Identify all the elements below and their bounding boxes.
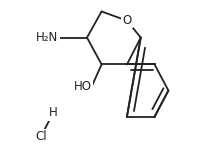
Text: O: O — [122, 14, 132, 27]
Text: HO: HO — [74, 80, 92, 93]
Text: H: H — [49, 106, 58, 119]
Text: Cl: Cl — [35, 130, 47, 143]
Text: H₂N: H₂N — [36, 31, 59, 44]
